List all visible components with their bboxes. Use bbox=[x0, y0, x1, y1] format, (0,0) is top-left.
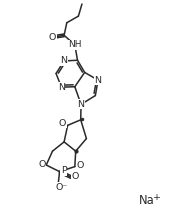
Text: N: N bbox=[61, 56, 68, 65]
Text: O: O bbox=[76, 161, 84, 170]
Text: P: P bbox=[61, 166, 66, 175]
Text: +: + bbox=[153, 192, 161, 202]
Text: Na: Na bbox=[139, 194, 155, 207]
Text: N: N bbox=[78, 100, 85, 109]
Text: N: N bbox=[58, 83, 65, 92]
Text: N: N bbox=[94, 76, 102, 85]
Text: O: O bbox=[38, 160, 46, 169]
Text: NH: NH bbox=[68, 40, 82, 49]
Text: O: O bbox=[71, 172, 78, 181]
Text: O⁻: O⁻ bbox=[56, 183, 68, 192]
Text: O: O bbox=[59, 119, 66, 128]
Text: O: O bbox=[49, 33, 56, 42]
